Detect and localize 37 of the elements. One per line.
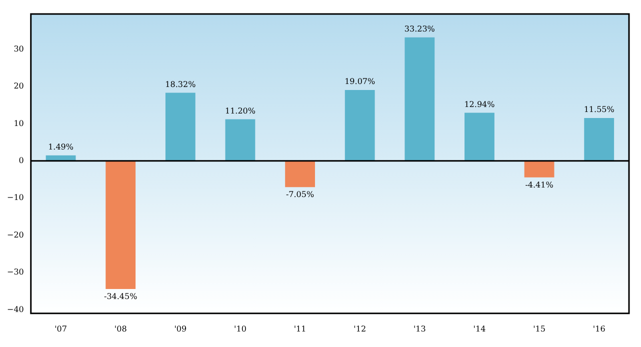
y-tick-label: 30 bbox=[14, 44, 24, 54]
data-label: 19.07% bbox=[344, 77, 376, 86]
bar bbox=[464, 112, 494, 161]
y-tick-label: 0 bbox=[18, 156, 24, 165]
data-label: 33.23% bbox=[404, 24, 436, 34]
y-tick-label: −10 bbox=[6, 193, 24, 202]
bar bbox=[524, 160, 554, 178]
bar bbox=[285, 160, 315, 188]
x-tick-label: '07 bbox=[54, 324, 67, 334]
data-label: 12.94% bbox=[464, 100, 496, 109]
x-tick-label: '11 bbox=[294, 324, 306, 334]
bar bbox=[225, 119, 256, 161]
y-tick-label: −40 bbox=[6, 304, 24, 314]
x-tick-label: '10 bbox=[234, 324, 246, 334]
x-tick-label: '16 bbox=[592, 324, 606, 334]
x-tick-label: '12 bbox=[354, 324, 366, 334]
data-label: 1.49% bbox=[48, 142, 74, 152]
bar bbox=[584, 118, 614, 161]
y-tick-label: 20 bbox=[14, 82, 24, 91]
data-label: -34.45% bbox=[104, 292, 138, 302]
data-label: 11.55% bbox=[584, 105, 615, 114]
x-tick-label: '08 bbox=[114, 324, 127, 334]
x-tick-label: '09 bbox=[174, 324, 187, 334]
y-tick-label: 10 bbox=[14, 118, 24, 128]
x-tick-label: '14 bbox=[473, 324, 486, 334]
x-tick-label: '13 bbox=[413, 324, 426, 334]
y-tick-label: −20 bbox=[6, 230, 24, 240]
bar bbox=[344, 90, 375, 161]
data-label: -4.41% bbox=[525, 180, 554, 190]
data-label: -7.05% bbox=[286, 190, 314, 200]
data-label: 11.20% bbox=[224, 106, 256, 116]
bar bbox=[165, 92, 196, 161]
x-tick-label: '15 bbox=[533, 324, 546, 334]
bar bbox=[404, 37, 435, 161]
y-tick-label: −30 bbox=[6, 268, 24, 277]
data-label: 18.32% bbox=[165, 80, 196, 89]
bar bbox=[106, 160, 136, 290]
